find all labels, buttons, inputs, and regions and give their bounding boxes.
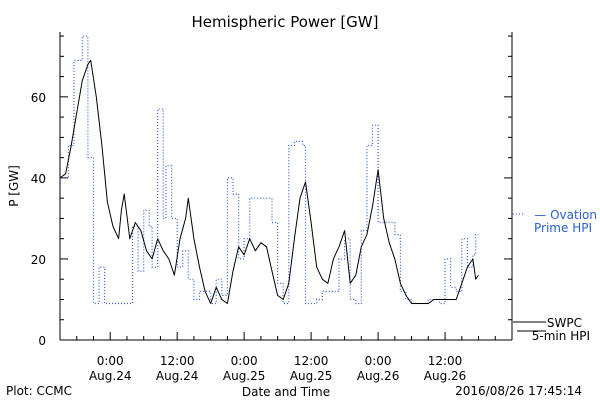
y-tick-label: 60 bbox=[31, 91, 46, 105]
legend-swpc-line1: SWPC bbox=[547, 316, 582, 330]
chart-title: Hemispheric Power [GW] bbox=[192, 13, 379, 31]
x-tick-label-time: 0:00 bbox=[97, 354, 124, 368]
plot-area bbox=[59, 32, 513, 341]
series-layer bbox=[59, 35, 479, 305]
x-tick-label-date: Aug.25 bbox=[290, 369, 333, 383]
series-swpc-5min-hpi bbox=[59, 59, 479, 304]
x-tick-label-time: 0:00 bbox=[231, 354, 258, 368]
x-tick-label-time: 12:00 bbox=[160, 354, 195, 368]
x-tick-label-date: Aug.24 bbox=[89, 369, 132, 383]
legend-swpc-line2: 5-min HPI bbox=[532, 329, 590, 343]
legend-ovation-line2: Prime HPI bbox=[534, 221, 592, 235]
footer-timestamp: 2016/08/26 17:45:14 bbox=[455, 384, 582, 398]
y-tick-label: 20 bbox=[31, 253, 46, 267]
x-tick-label-date: Aug.26 bbox=[357, 369, 400, 383]
x-axis-label: Date and Time bbox=[242, 385, 330, 399]
series-ovation-prime-hpi bbox=[60, 35, 479, 305]
x-tick-label-date: Aug.24 bbox=[156, 369, 199, 383]
y-axis-label: P [GW] bbox=[7, 165, 21, 207]
footer-plot-source: Plot: CCMC bbox=[6, 384, 72, 398]
legend-ovation-line1: — Ovation bbox=[534, 208, 597, 222]
legend: — Ovation Prime HPI SWPC 5-min HPI bbox=[513, 208, 597, 343]
y-tick-label: 0 bbox=[38, 334, 46, 348]
y-axis-ticks: 0 20 40 60 bbox=[31, 35, 512, 348]
x-axis-ticks: 0:00Aug.2412:00Aug.240:00Aug.2512:00Aug.… bbox=[59, 332, 513, 383]
x-tick-label-time: 12:00 bbox=[294, 354, 329, 368]
y-tick-label: 40 bbox=[31, 172, 46, 186]
x-tick-label-time: 0:00 bbox=[365, 354, 392, 368]
x-tick-label-date: Aug.26 bbox=[424, 369, 467, 383]
x-tick-label-date: Aug.25 bbox=[223, 369, 266, 383]
x-tick-label-time: 12:00 bbox=[428, 354, 463, 368]
